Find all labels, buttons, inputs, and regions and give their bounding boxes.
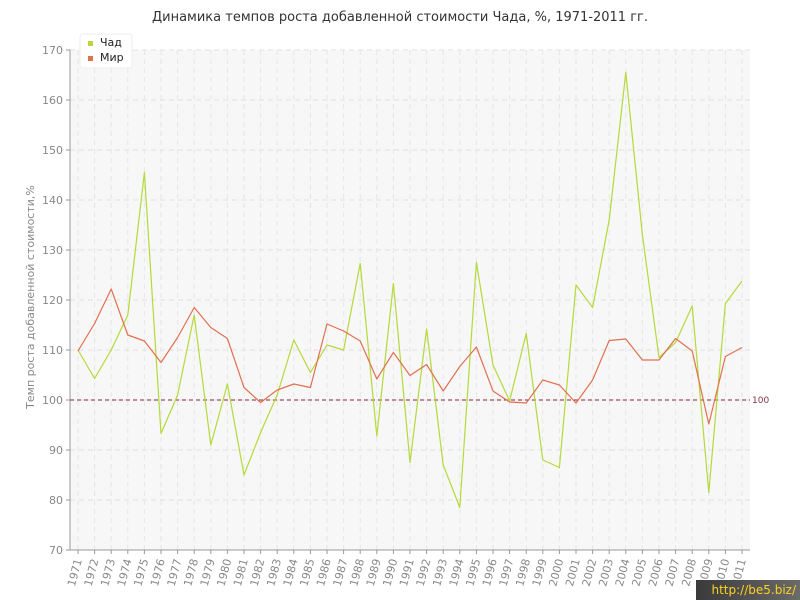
chart-title: Динамика темпов роста добавленной стоимо…	[151, 10, 649, 25]
x-axis: 1971197219731974197519761977197819791980…	[65, 549, 750, 588]
y-tick-label: 140	[42, 194, 63, 207]
y-tick-label: 160	[42, 94, 63, 107]
series-line-2	[77, 288, 743, 425]
y-tick-label: 150	[42, 144, 63, 157]
y-axis-label: Темп роста добавленной стоимости,%	[24, 185, 37, 410]
legend-marker	[88, 41, 93, 46]
y-tick-label: 170	[42, 44, 63, 57]
reference-line-label: 100	[752, 396, 769, 406]
y-tick-label: 70	[49, 544, 63, 557]
y-tick-label: 120	[42, 294, 63, 307]
y-axis: 70 80 90 100 110 120 130 140 150 160 170	[42, 44, 71, 557]
legend-label: Мир	[100, 51, 124, 64]
legend-label: Чад	[100, 36, 122, 49]
y-tick-label: 130	[42, 244, 63, 257]
legend-marker	[88, 56, 93, 61]
watermark[interactable]: http://be5.biz/	[696, 580, 800, 600]
y-tick-label: 80	[49, 494, 63, 507]
series-group	[77, 71, 743, 509]
legend: Чад Мир	[79, 33, 133, 69]
y-tick-label: 90	[49, 444, 63, 457]
y-tick-label: 100	[42, 394, 63, 407]
series-line-1	[77, 71, 743, 509]
reference-line-group: 100	[70, 396, 769, 406]
y-tick-label: 110	[42, 344, 63, 357]
